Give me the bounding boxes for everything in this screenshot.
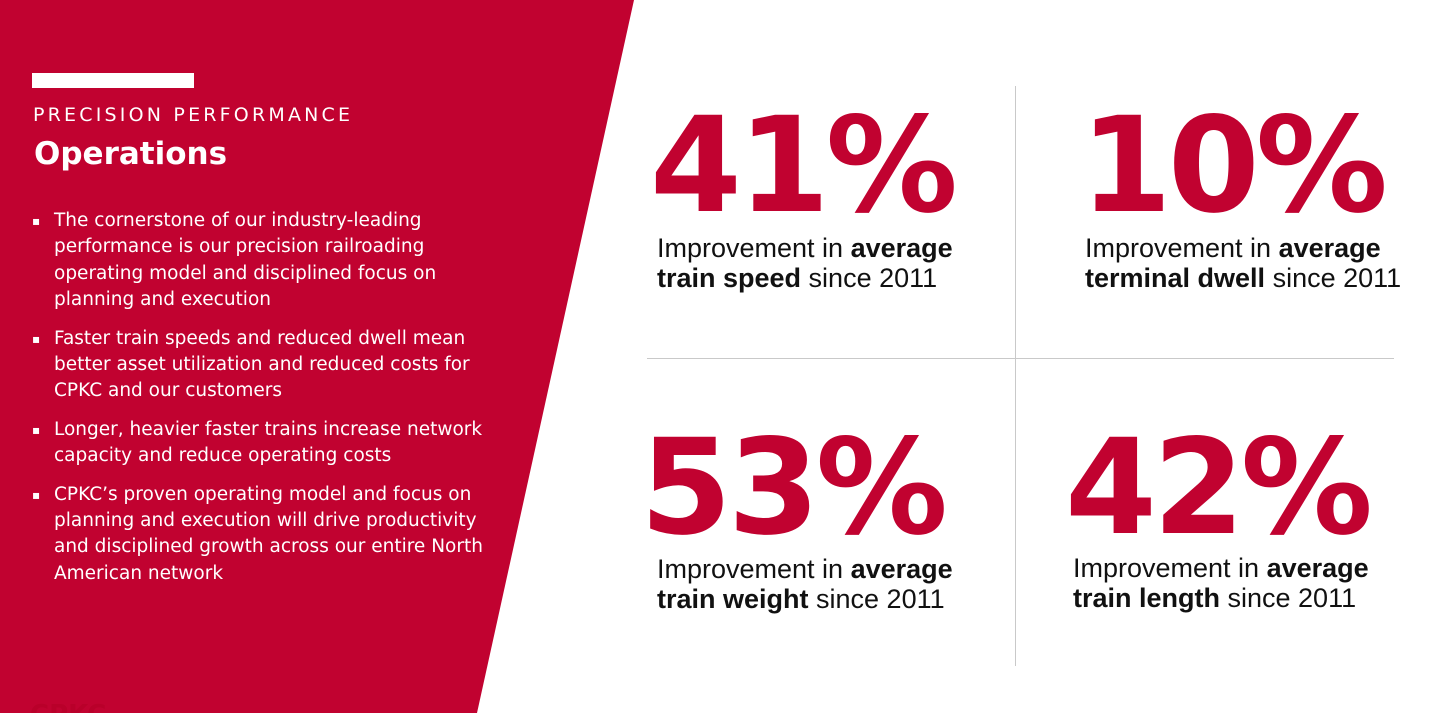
caption-metric: train length [1073, 583, 1220, 613]
caption-bold: average [850, 554, 953, 584]
caption-bold: average [1266, 553, 1369, 583]
caption-metric: train weight [657, 584, 809, 614]
stat-caption-terminal-dwell: Improvement in average terminal dwell si… [1085, 233, 1401, 293]
caption-metric: terminal dwell [1085, 263, 1266, 293]
bullet-text: Faster train speeds and reduced dwell me… [54, 327, 470, 402]
stat-caption-train-speed: Improvement in average train speed since… [657, 233, 953, 293]
vertical-divider [1015, 86, 1016, 666]
caption-prefix: Improvement in [1073, 553, 1267, 583]
stat-caption-train-weight: Improvement in average train weight sinc… [657, 554, 953, 614]
bullet-text: Longer, heavier faster trains increase n… [54, 418, 483, 467]
caption-prefix: Improvement in [1085, 233, 1279, 263]
horizontal-divider [647, 358, 1394, 359]
caption-suffix: since 2011 [1265, 263, 1402, 293]
stat-value-train-weight: 53% [640, 411, 948, 565]
caption-suffix: since 2011 [801, 263, 938, 293]
section-kicker: PRECISION PERFORMANCE [33, 104, 354, 126]
bullet-item: ▪ CPKC’s proven operating model and focu… [32, 482, 492, 588]
bullet-square-icon: ▪ [32, 331, 41, 346]
caption-bold: average [1278, 233, 1381, 263]
caption-suffix: since 2011 [1220, 583, 1357, 613]
caption-prefix: Improvement in [657, 554, 851, 584]
caption-metric: train speed [657, 263, 802, 293]
bullet-list: ▪ The cornerstone of our industry-leadin… [32, 208, 492, 599]
accent-bar [32, 73, 194, 88]
caption-bold: average [850, 233, 953, 263]
bullet-text: The cornerstone of our industry-leading … [54, 210, 437, 311]
stat-value-train-length: 42% [1065, 411, 1373, 565]
footer-logo: CPKC [30, 700, 106, 713]
bullet-square-icon: ▪ [32, 487, 41, 502]
red-panel-shape [0, 0, 634, 713]
stat-value-train-speed: 41% [650, 89, 958, 243]
bullet-text: CPKC’s proven operating model and focus … [54, 483, 483, 584]
caption-suffix: since 2011 [808, 584, 945, 614]
bullet-square-icon: ▪ [32, 422, 41, 437]
stat-caption-train-length: Improvement in average train length sinc… [1073, 553, 1369, 613]
page-title: Operations [34, 136, 228, 172]
bullet-item: ▪ The cornerstone of our industry-leadin… [32, 208, 492, 314]
caption-prefix: Improvement in [657, 233, 851, 263]
stat-value-terminal-dwell: 10% [1080, 89, 1388, 243]
bullet-item: ▪ Longer, heavier faster trains increase… [32, 417, 492, 470]
bullet-item: ▪ Faster train speeds and reduced dwell … [32, 326, 492, 405]
bullet-square-icon: ▪ [32, 214, 41, 228]
